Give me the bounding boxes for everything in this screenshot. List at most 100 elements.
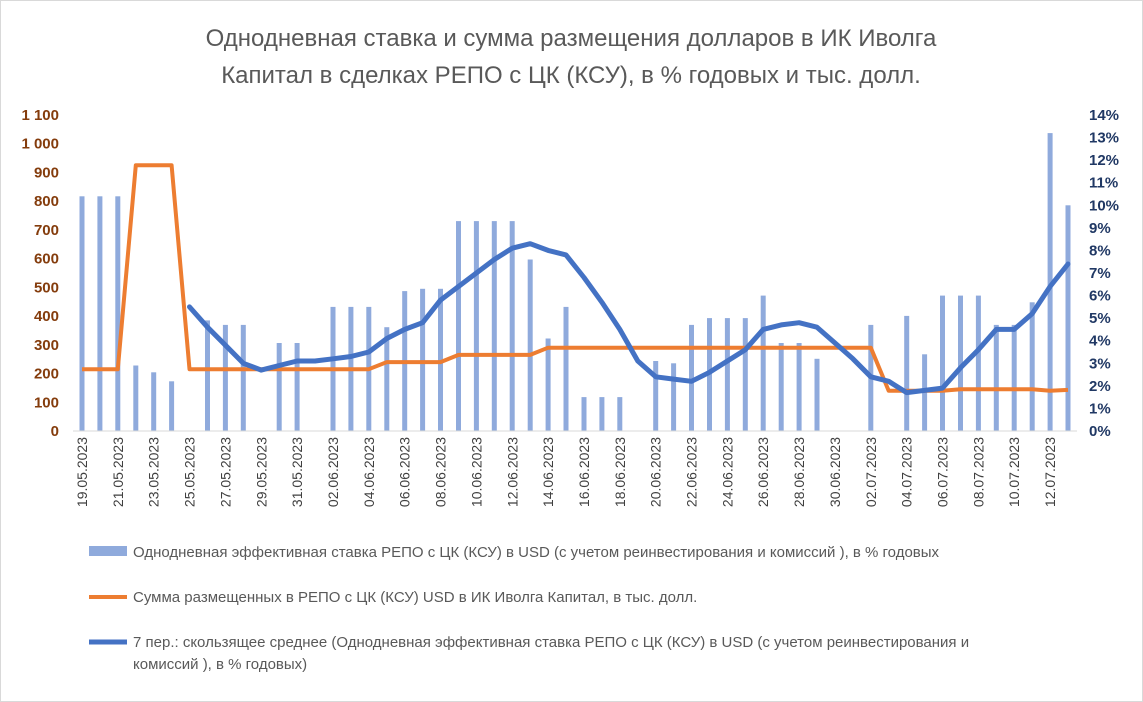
right-axis-ticks: 0% 1% 2% 3% 4% 5% 6% 7% 8% 9% 10% 11% 12% 13% 14% (1089, 107, 1119, 440)
x-axis-tick-label: 08.06.2023 (433, 437, 449, 507)
rate-bar (581, 397, 587, 431)
rate-bar (563, 306, 569, 431)
x-axis-tick-label: 31.05.2023 (289, 437, 305, 507)
rate-bar (904, 315, 910, 431)
rate-bar (940, 295, 945, 431)
rate-bar (689, 324, 694, 431)
rate-bar (205, 320, 210, 431)
rate-bar (814, 358, 820, 431)
rate-bar (760, 295, 766, 431)
left-axis-tick-label: 400 (34, 308, 59, 325)
legend-label-moving-average-line-2: комиссий ), в % годовых) (133, 656, 307, 673)
right-axis-tick-label: 3% (1089, 355, 1111, 372)
legend-label-amount: Сумма размещенных в РЕПО с ЦК (КСУ) USD … (133, 589, 697, 606)
rate-bars (79, 133, 1071, 431)
x-axis-tick-label: 10.07.2023 (1006, 437, 1022, 507)
x-axis-tick-label: 27.05.2023 (217, 437, 233, 507)
left-axis-ticks: 0 100 200 300 400 500 600 700 800 900 1 000 1 100 (21, 107, 59, 440)
x-axis-tick-label: 21.05.2023 (110, 437, 126, 507)
rate-bar (133, 365, 139, 431)
x-axis-tick-label: 06.06.2023 (397, 437, 413, 507)
rate-bar (473, 221, 479, 431)
legend-swatch-rate (89, 546, 127, 556)
legend-item-moving-average: 7 пер.: скользящее среднее (Однодневная … (89, 634, 969, 673)
rate-bar (958, 295, 963, 431)
legend-item-rate: Однодневная эффективная ставка РЕПО с ЦК… (89, 544, 940, 561)
right-axis-tick-label: 13% (1089, 130, 1119, 147)
rate-bar (169, 381, 175, 431)
left-axis-tick-label: 100 (34, 394, 59, 411)
right-axis-tick-label: 7% (1089, 265, 1111, 282)
x-axis-tick-label: 16.06.2023 (576, 437, 592, 507)
x-axis-tick-label: 24.06.2023 (719, 437, 735, 507)
rate-bar (1011, 324, 1017, 431)
rate-bar (617, 397, 623, 431)
rate-bar (975, 295, 981, 431)
rate-bar (599, 397, 605, 431)
x-axis-tick-label: 02.06.2023 (325, 437, 341, 507)
left-axis-tick-label: 700 (34, 222, 59, 239)
rate-bar (1065, 205, 1071, 431)
x-axis-tick-label: 25.05.2023 (182, 437, 198, 507)
rate-bar (778, 343, 784, 431)
x-axis-tick-label: 23.05.2023 (146, 437, 162, 507)
right-axis-tick-label: 6% (1089, 288, 1111, 305)
left-axis-tick-label: 1 100 (21, 107, 59, 124)
left-axis-tick-label: 500 (34, 279, 59, 296)
rate-bar (438, 288, 443, 431)
rate-bar (491, 221, 497, 431)
rate-bar (671, 363, 677, 431)
x-axis-tick-label: 04.06.2023 (361, 437, 377, 507)
rate-bar (115, 196, 121, 431)
legend-label-rate: Однодневная эффективная ставка РЕПО с ЦК… (133, 544, 940, 561)
x-axis-tick-label: 28.06.2023 (791, 437, 807, 507)
rate-bar (653, 361, 659, 431)
rate-bar (294, 343, 300, 431)
right-axis-tick-label: 10% (1089, 197, 1119, 214)
rate-bar (151, 372, 157, 431)
x-axis-tick-label: 08.07.2023 (970, 437, 986, 507)
x-axis-tick-label: 22.06.2023 (684, 437, 700, 507)
right-axis-tick-label: 5% (1089, 310, 1111, 327)
moving-average-line (187, 241, 1071, 396)
x-axis-tick-label: 19.05.2023 (74, 437, 90, 507)
legend: Однодневная эффективная ставка РЕПО с ЦК… (89, 544, 969, 673)
left-axis-tick-label: 0 (51, 423, 59, 440)
x-axis-tick-label: 30.06.2023 (827, 437, 843, 507)
x-axis-tick-label: 26.06.2023 (755, 437, 771, 507)
x-axis-tick-label: 02.07.2023 (863, 437, 879, 507)
rate-bar (240, 324, 246, 431)
right-axis-tick-label: 8% (1089, 242, 1111, 259)
right-axis-tick-label: 4% (1089, 333, 1111, 350)
rate-bar (420, 288, 426, 431)
x-axis-tick-label: 18.06.2023 (612, 437, 628, 507)
chart-title-line-1: Однодневная ставка и сумма размещения до… (206, 25, 937, 52)
x-axis-ticks: 19.05.2023 21.05.2023 23.05.2023 25.05.2023… (74, 437, 1058, 507)
x-axis-tick-label: 20.06.2023 (648, 437, 664, 507)
right-axis-tick-label: 12% (1089, 152, 1119, 169)
rate-bar (1047, 133, 1053, 431)
left-axis-tick-label: 600 (34, 251, 59, 268)
rate-bar (545, 338, 551, 431)
right-axis-tick-label: 1% (1089, 400, 1111, 417)
right-axis-tick-label: 9% (1089, 220, 1111, 237)
rate-bar (796, 343, 802, 431)
rate-bar (993, 324, 999, 431)
rate-bar (222, 324, 228, 431)
x-axis-tick-label: 10.06.2023 (468, 437, 484, 507)
left-axis-tick-label: 900 (34, 165, 59, 182)
rate-bar (1029, 302, 1035, 431)
rate-bar (724, 318, 730, 431)
rate-bar (509, 221, 515, 431)
right-axis-tick-label: 14% (1089, 107, 1119, 124)
left-axis-tick-label: 800 (34, 193, 59, 210)
legend-label-moving-average-line-1: 7 пер.: скользящее среднее (Однодневная … (133, 634, 969, 651)
x-axis-tick-label: 04.07.2023 (899, 437, 915, 507)
rate-bar (742, 318, 748, 431)
left-axis-tick-label: 1 000 (21, 136, 59, 153)
chart-title-line-2: Капитал в сделках РЕПО с ЦК (КСУ), в % г… (221, 62, 921, 89)
x-axis-tick-label: 12.06.2023 (504, 437, 520, 507)
rate-bar (79, 196, 85, 431)
amount-line (82, 163, 1069, 393)
